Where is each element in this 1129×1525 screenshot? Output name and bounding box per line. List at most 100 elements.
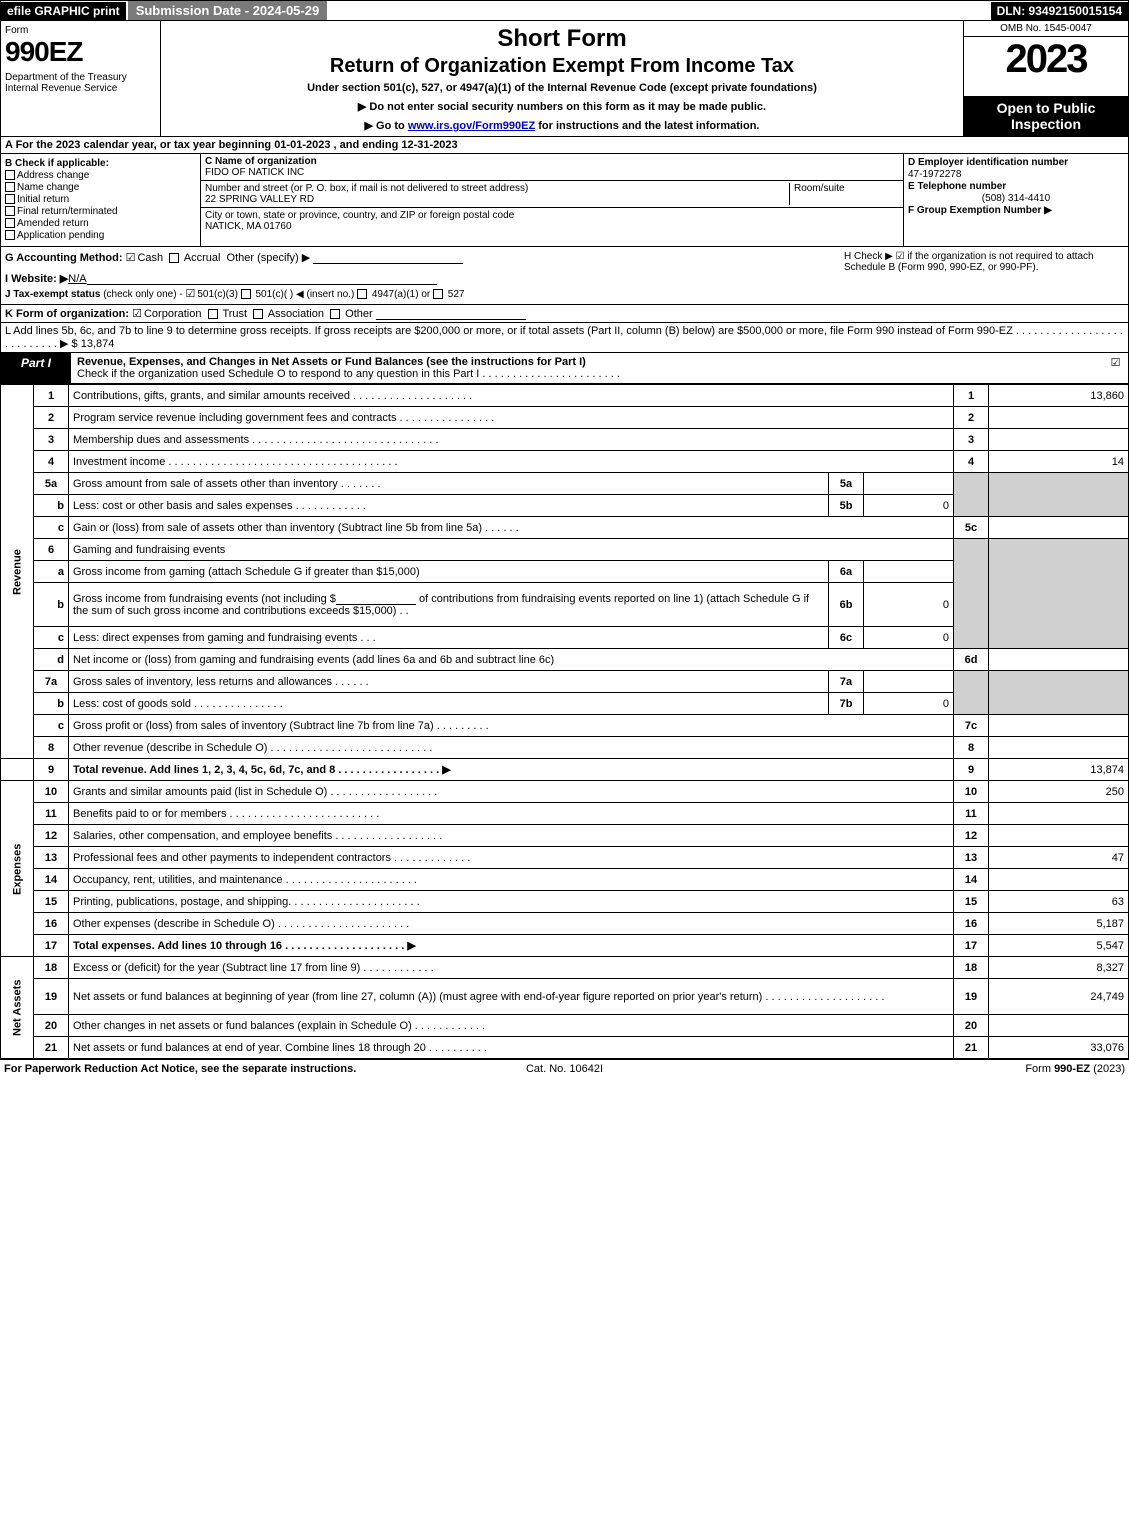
line-7b-value: 0 xyxy=(864,693,954,715)
line-18: Net Assets 18Excess or (deficit) for the… xyxy=(1,957,1129,979)
line-1: Revenue 1 Contributions, gifts, grants, … xyxy=(1,385,1129,407)
line-13: 13Professional fees and other payments t… xyxy=(1,847,1129,869)
line-3: 3 Membership dues and assessments . . . … xyxy=(1,429,1129,451)
chk-527[interactable] xyxy=(433,289,443,299)
line-19: 19Net assets or fund balances at beginni… xyxy=(1,979,1129,1015)
form-title-block: Short Form Return of Organization Exempt… xyxy=(161,21,963,136)
chk-name-change[interactable]: Name change xyxy=(5,182,196,193)
chk-4947[interactable] xyxy=(357,289,367,299)
footer-left: For Paperwork Reduction Act Notice, see … xyxy=(4,1063,526,1075)
room-label: Room/suite xyxy=(794,183,845,194)
line-20: 20Other changes in net assets or fund ba… xyxy=(1,1015,1129,1037)
line-6b-value: 0 xyxy=(864,583,954,627)
line-5a: 5a Gross amount from sale of assets othe… xyxy=(1,473,1129,495)
org-street: 22 SPRING VALLEY RD xyxy=(205,194,314,205)
line-13-value: 47 xyxy=(989,847,1129,869)
line-12-value xyxy=(989,825,1129,847)
chk-application-pending[interactable]: Application pending xyxy=(5,230,196,241)
line-15: 15Printing, publications, postage, and s… xyxy=(1,891,1129,913)
line-5b-value: 0 xyxy=(864,495,954,517)
line-6d-value xyxy=(989,649,1129,671)
line-7a-value xyxy=(864,671,954,693)
line-20-value xyxy=(989,1015,1129,1037)
chk-trust[interactable] xyxy=(208,309,218,319)
ssn-note: ▶ Do not enter social security numbers o… xyxy=(165,100,959,113)
website-value: N/A xyxy=(68,273,86,285)
goto-note: ▶ Go to www.irs.gov/Form990EZ for instru… xyxy=(165,119,959,132)
b-title: B Check if applicable: xyxy=(5,158,109,169)
line-19-value: 24,749 xyxy=(989,979,1129,1015)
form-title: Return of Organization Exempt From Incom… xyxy=(165,55,959,78)
section-a: A For the 2023 calendar year, or tax yea… xyxy=(0,137,1129,154)
line-6a-value xyxy=(864,561,954,583)
g-accounting: G Accounting Method: Cash Accrual Other … xyxy=(5,251,844,264)
irs-link[interactable]: www.irs.gov/Form990EZ xyxy=(408,120,535,132)
line-6d: d Net income or (loss) from gaming and f… xyxy=(1,649,1129,671)
line-2-value xyxy=(989,407,1129,429)
footer-cat-no: Cat. No. 10642I xyxy=(526,1063,603,1075)
line-15-value: 63 xyxy=(989,891,1129,913)
line-7c-value xyxy=(989,715,1129,737)
ein-label: D Employer identification number xyxy=(908,157,1068,168)
line-11-value xyxy=(989,803,1129,825)
revenue-side-label: Revenue xyxy=(1,385,34,759)
chk-other-org[interactable] xyxy=(330,309,340,319)
line-2: 2 Program service revenue including gove… xyxy=(1,407,1129,429)
org-name: FIDO OF NATICK INC xyxy=(205,167,304,178)
j-tax-exempt: J Tax-exempt status (check only one) - 5… xyxy=(5,287,844,300)
section-bcd: B Check if applicable: Address change Na… xyxy=(0,154,1129,247)
line-21-value: 33,076 xyxy=(989,1037,1129,1059)
part-1-header: Part I Revenue, Expenses, and Changes in… xyxy=(0,353,1129,384)
line-16: 16Other expenses (describe in Schedule O… xyxy=(1,913,1129,935)
chk-501c[interactable] xyxy=(241,289,251,299)
group-exemption-label: F Group Exemption Number ▶ xyxy=(908,205,1052,216)
form-id-block: Form 990EZ Department of the Treasury In… xyxy=(1,21,161,136)
open-to-public: Open to Public Inspection xyxy=(964,96,1128,136)
form-subtitle: Under section 501(c), 527, or 4947(a)(1)… xyxy=(165,82,959,94)
chk-initial-return[interactable]: Initial return xyxy=(5,194,196,205)
line-4-value: 14 xyxy=(989,451,1129,473)
line-10-value: 250 xyxy=(989,781,1129,803)
tel-value: (508) 314-4410 xyxy=(908,193,1124,204)
line-18-value: 8,327 xyxy=(989,957,1129,979)
line-9: 9 Total revenue. Add lines 1, 2, 3, 4, 5… xyxy=(1,759,1129,781)
line-14-value xyxy=(989,869,1129,891)
chk-accrual[interactable] xyxy=(169,253,179,263)
line-3-value xyxy=(989,429,1129,451)
part-1-label: Part I xyxy=(1,353,71,383)
section-ghij: G Accounting Method: Cash Accrual Other … xyxy=(0,247,1129,305)
chk-501c3[interactable] xyxy=(185,289,197,300)
part-1-table: Revenue 1 Contributions, gifts, grants, … xyxy=(0,384,1129,1059)
c-street-label: Number and street (or P. O. box, if mail… xyxy=(205,183,528,194)
line-6: 6 Gaming and fundraising events xyxy=(1,539,1129,561)
chk-association[interactable] xyxy=(253,309,263,319)
other-specify-input[interactable] xyxy=(313,252,463,264)
section-k: K Form of organization: Corporation Trus… xyxy=(0,305,1129,323)
org-city: NATICK, MA 01760 xyxy=(205,221,292,232)
efile-label[interactable]: efile GRAPHIC print xyxy=(1,2,126,20)
line-7c: c Gross profit or (loss) from sales of i… xyxy=(1,715,1129,737)
line-10: Expenses 10 Grants and similar amounts p… xyxy=(1,781,1129,803)
line-14: 14Occupancy, rent, utilities, and mainte… xyxy=(1,869,1129,891)
line-16-value: 5,187 xyxy=(989,913,1129,935)
chk-final-return[interactable]: Final return/terminated xyxy=(5,206,196,217)
top-bar: efile GRAPHIC print Submission Date - 20… xyxy=(0,0,1129,21)
chk-corporation[interactable] xyxy=(132,308,144,320)
footer-right: Form 990-EZ (2023) xyxy=(603,1063,1125,1075)
tel-label: E Telephone number xyxy=(908,181,1006,192)
header-right: OMB No. 1545-0047 2023 Open to Public In… xyxy=(963,21,1128,136)
line-8: 8 Other revenue (describe in Schedule O)… xyxy=(1,737,1129,759)
part-1-schedule-o-check[interactable]: ☑ xyxy=(1103,353,1128,383)
chk-cash[interactable] xyxy=(126,252,138,264)
chk-address-change[interactable]: Address change xyxy=(5,170,196,181)
c-city-label: City or town, state or province, country… xyxy=(205,210,514,221)
chk-amended-return[interactable]: Amended return xyxy=(5,218,196,229)
i-website: I Website: ▶N/A xyxy=(5,272,844,285)
short-form-label: Short Form xyxy=(165,25,959,53)
line-5a-value xyxy=(864,473,954,495)
form-word: Form xyxy=(5,25,156,36)
line-11: 11Benefits paid to or for members . . . … xyxy=(1,803,1129,825)
page-footer: For Paperwork Reduction Act Notice, see … xyxy=(0,1059,1129,1078)
column-d: D Employer identification number 47-1972… xyxy=(903,154,1128,246)
tax-year: 2023 xyxy=(964,37,1128,96)
